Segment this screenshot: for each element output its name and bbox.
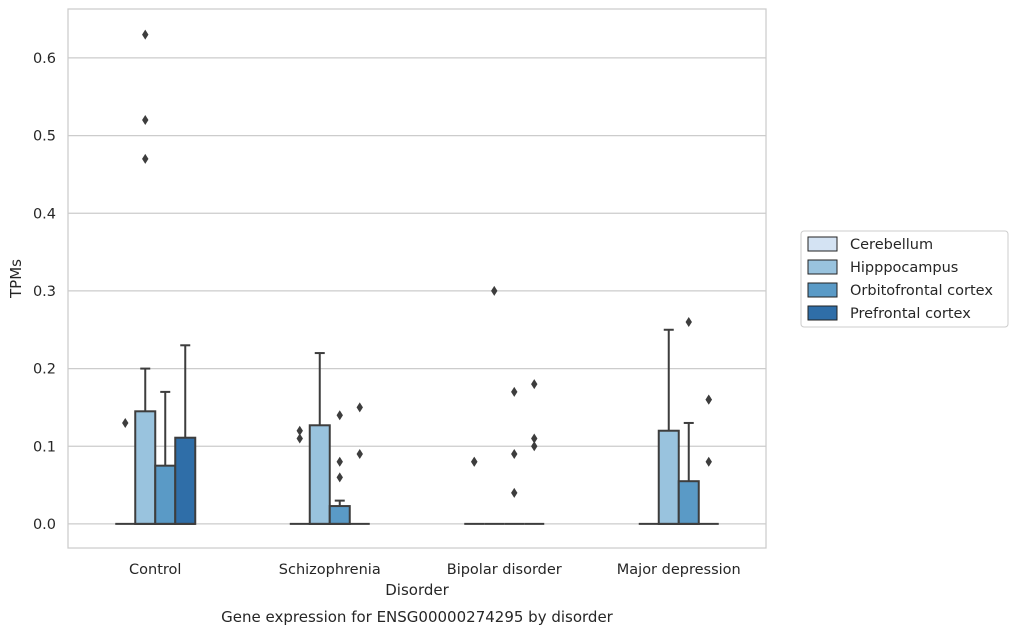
- box: [328, 505, 351, 525]
- outlier-point: [142, 153, 149, 164]
- outlier-point: [705, 394, 712, 405]
- y-tick-label: 0.6: [33, 51, 56, 67]
- outlier-point: [705, 456, 712, 467]
- y-tick-label: 0.1: [33, 439, 56, 455]
- outlier-point: [685, 316, 692, 327]
- outlier-point: [356, 449, 363, 460]
- legend-label: Cerebellum: [850, 237, 933, 253]
- outlier-point: [471, 456, 478, 467]
- outlier-point: [296, 433, 303, 444]
- box-0-0: [115, 417, 136, 525]
- x-axis-label: Disorder: [385, 581, 449, 599]
- legend-swatch: [807, 259, 838, 275]
- plot-frame: [67, 8, 767, 549]
- y-tick-label: 0.4: [33, 206, 56, 222]
- y-tick-label: 0.2: [33, 362, 56, 378]
- box: [677, 480, 700, 525]
- box-1-0: [134, 29, 157, 525]
- x-tick-label: Schizophrenia: [279, 562, 381, 578]
- legend-swatch: [807, 305, 838, 321]
- box-1-1: [308, 352, 331, 525]
- x-tick-label: Bipolar disorder: [447, 562, 562, 578]
- box: [134, 410, 157, 525]
- legend: Cerebellum Hipppocampus Orbitofrontal cort…: [800, 230, 1009, 328]
- box-2-0: [154, 390, 177, 525]
- plot-marks: [115, 29, 719, 525]
- legend-swatch: [807, 282, 838, 298]
- box: [174, 436, 197, 525]
- y-tick-label: 0.5: [33, 129, 56, 145]
- box-2-1: [328, 410, 351, 525]
- box-1-3: [657, 328, 680, 525]
- outlier-point: [336, 472, 343, 483]
- outlier-point: [336, 410, 343, 421]
- outlier-point: [122, 417, 129, 428]
- box-2-2: [504, 386, 525, 525]
- outlier-point: [491, 285, 498, 296]
- box-1-2: [484, 285, 505, 525]
- legend-frame: [800, 230, 1009, 328]
- legend-label: Hipppocampus: [850, 260, 958, 276]
- x-tick-labels: Control Schizophrenia Bipolar disorder Majo…: [129, 562, 741, 578]
- y-tick-labels: 0.0 0.1 0.2 0.3 0.4 0.5 0.6: [33, 51, 56, 533]
- box-0-2: [464, 456, 485, 525]
- outlier-point: [356, 402, 363, 413]
- y-tick-label: 0.3: [33, 284, 56, 300]
- box: [154, 464, 177, 525]
- x-tick-label: Major depression: [617, 562, 741, 578]
- outlier-point: [296, 425, 303, 436]
- y-axis-label: TPMs: [7, 259, 25, 299]
- chart-title: Gene expression for ENSG00000274295 by d…: [221, 608, 614, 626]
- legend-label: Prefrontal cortex: [850, 306, 971, 322]
- legend-label: Orbitofrontal cortex: [850, 283, 993, 299]
- box-0-1: [289, 425, 310, 525]
- box-3-0: [174, 344, 197, 525]
- box-2-3: [677, 316, 700, 525]
- legend-swatch: [807, 236, 838, 252]
- x-tick-label: Control: [129, 562, 181, 578]
- box-3-3: [698, 394, 719, 525]
- outlier-point: [511, 449, 518, 460]
- outlier-point: [142, 29, 149, 40]
- outlier-point: [531, 433, 538, 444]
- outlier-point: [531, 379, 538, 390]
- outlier-point: [531, 441, 538, 452]
- box: [308, 424, 331, 525]
- outlier-point: [511, 386, 518, 397]
- box-3-2: [524, 379, 545, 525]
- box: [657, 429, 680, 525]
- box-3-1: [349, 402, 370, 525]
- outlier-point: [511, 487, 518, 498]
- outlier-point: [142, 115, 149, 126]
- outlier-point: [336, 456, 343, 467]
- y-tick-label: 0.0: [33, 517, 56, 533]
